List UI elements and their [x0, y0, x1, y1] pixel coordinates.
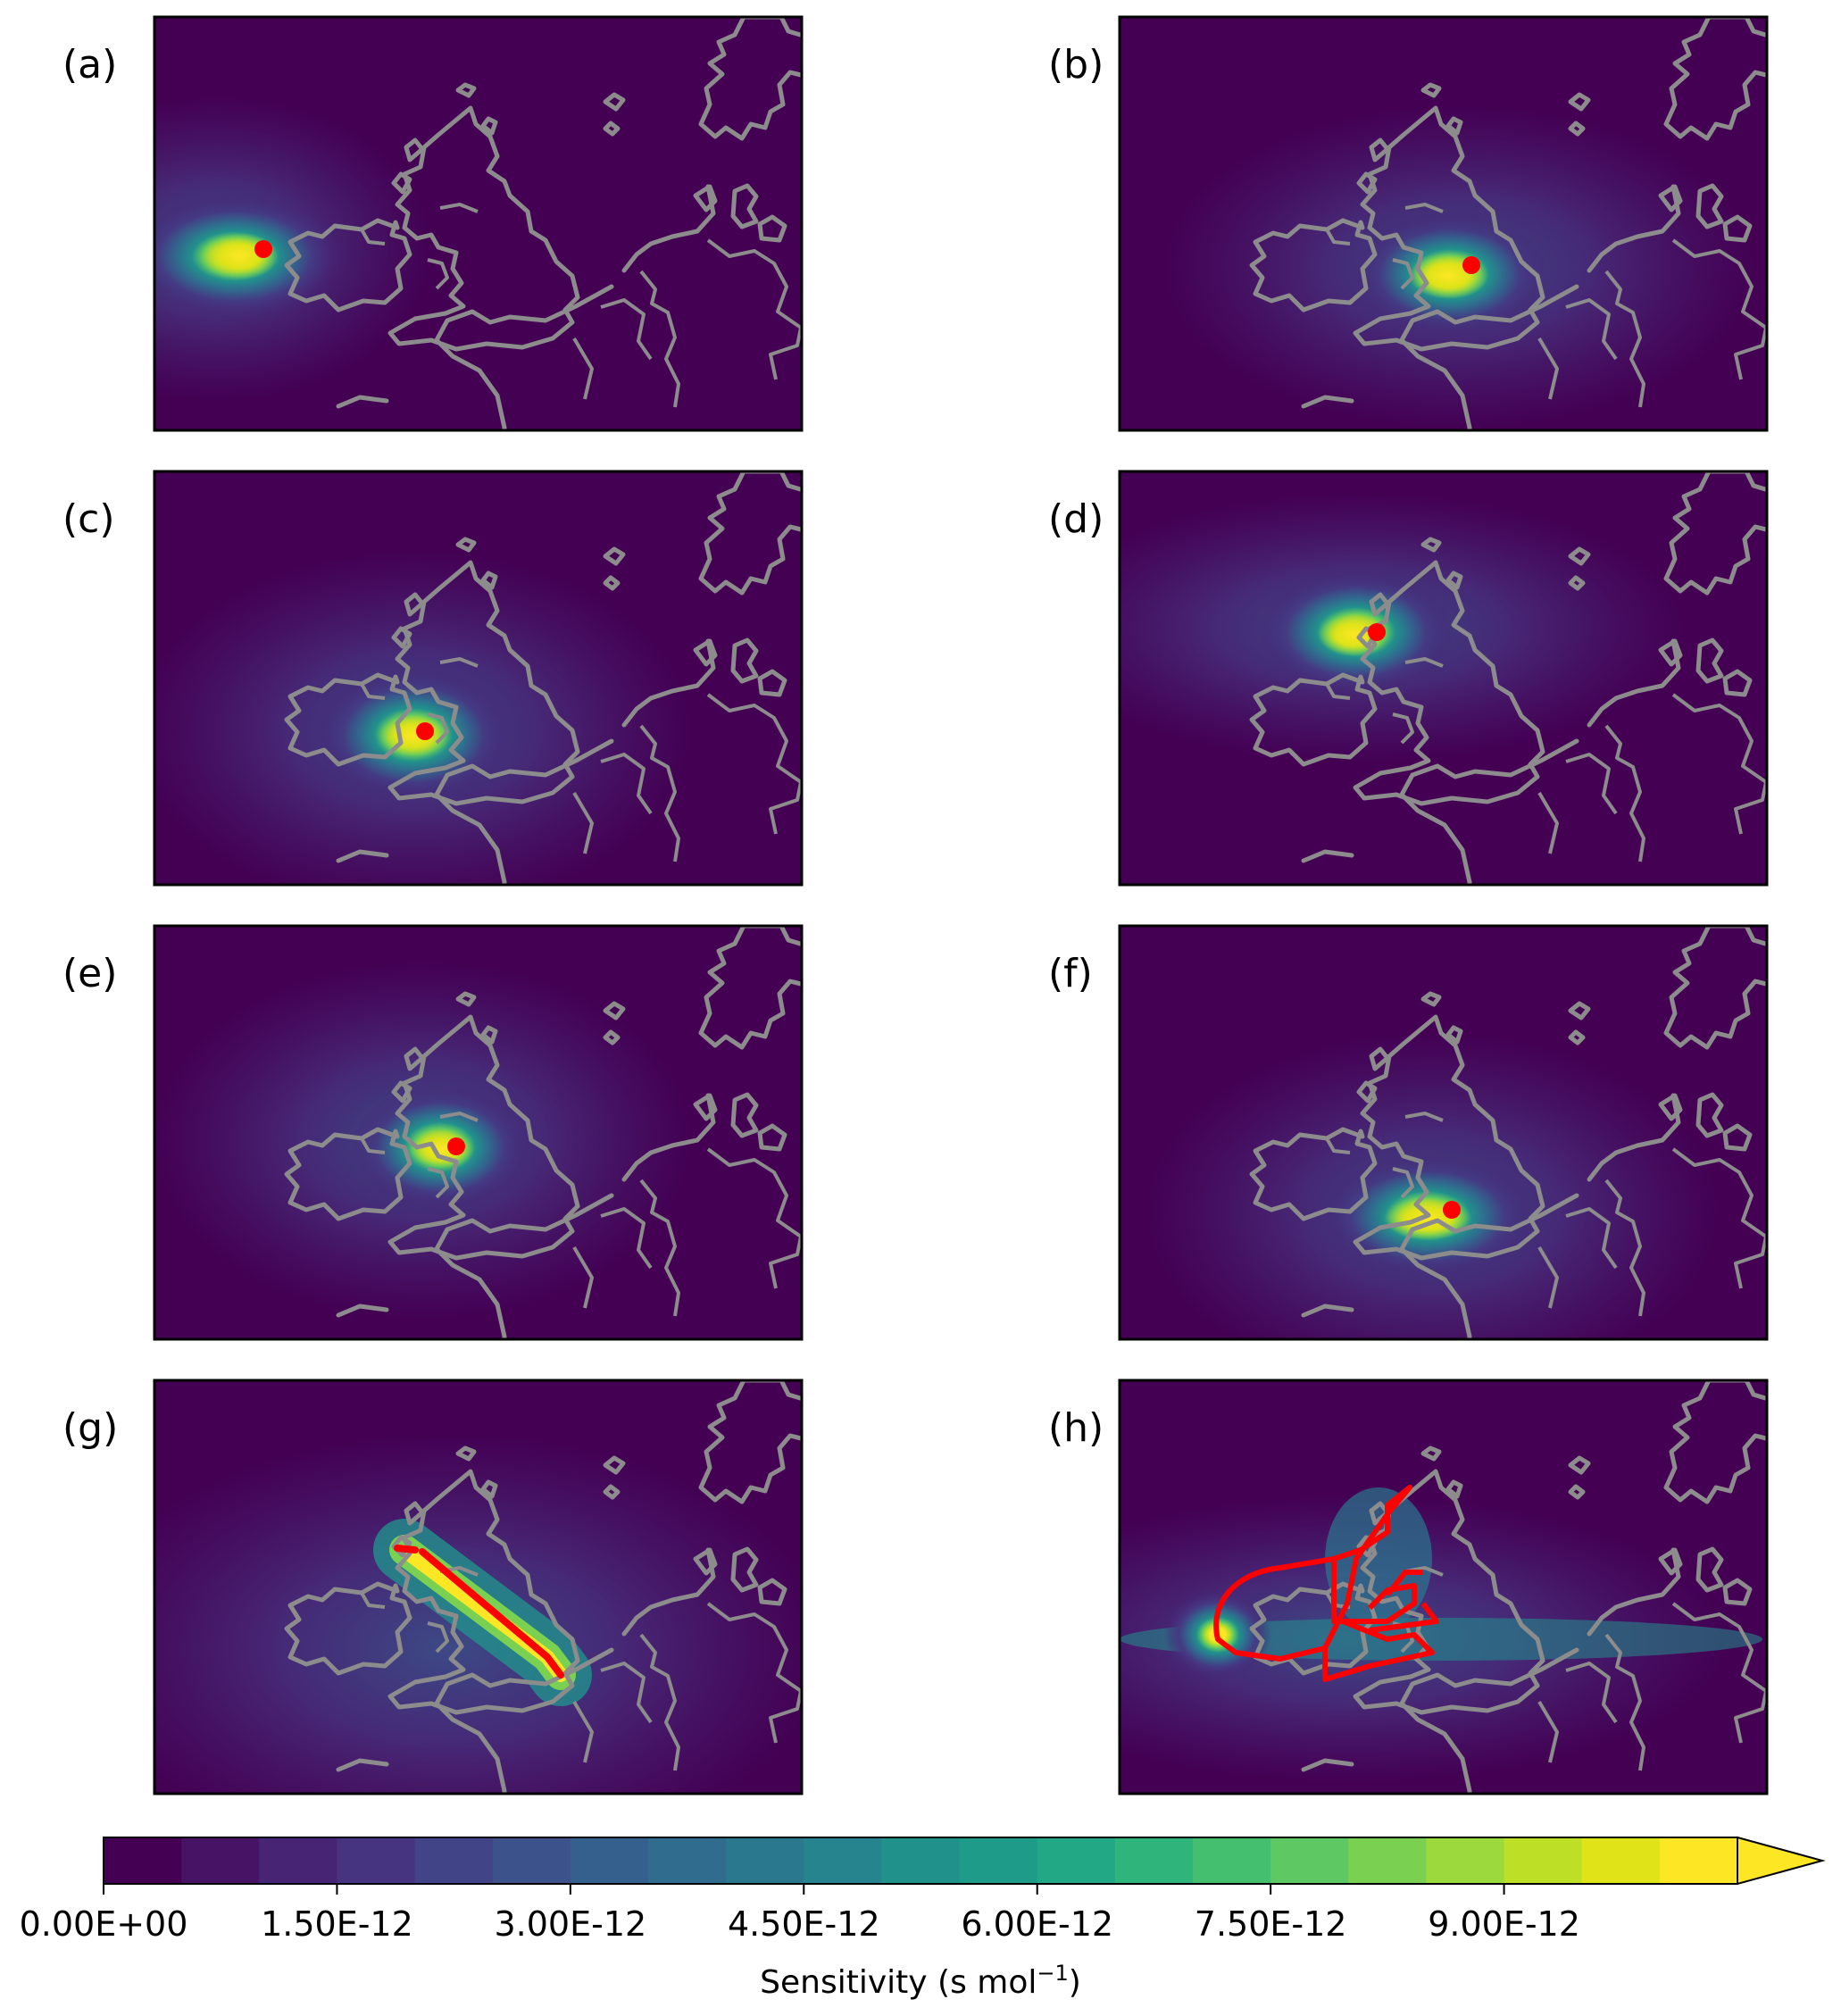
map-panel-e: (e)	[62, 924, 804, 1341]
sensitivity-band	[1120, 1618, 1762, 1661]
panel-label-f: (f)	[1048, 951, 1093, 996]
panel-label-b: (b)	[1048, 42, 1104, 87]
panel-label-e: (e)	[62, 951, 117, 996]
map-frame	[1118, 470, 1769, 887]
colorbar-segment	[1426, 1837, 1505, 1884]
map-panel-f: (f)	[1048, 924, 1769, 1341]
map-area-a	[154, 17, 802, 430]
map-area-b	[1120, 17, 1767, 430]
colorbar-segment	[414, 1837, 494, 1884]
sensitivity-core	[378, 714, 449, 757]
colorbar-segment	[1659, 1837, 1738, 1884]
panel-label-c: (c)	[62, 496, 115, 542]
colorbar-segment	[1270, 1837, 1349, 1884]
receptor-point	[416, 722, 434, 740]
colorbar-tick-label: 3.00E-12	[495, 1904, 647, 1944]
receptor-point	[1462, 256, 1480, 274]
colorbar-segment	[259, 1837, 338, 1884]
colorbar-segment	[1114, 1837, 1194, 1884]
colorbar-title-suffix: )	[1069, 1964, 1081, 2001]
map-frame	[153, 15, 804, 432]
colorbar-segment	[1581, 1837, 1661, 1884]
map-area-c	[154, 471, 802, 885]
map-frame	[153, 1379, 804, 1795]
colorbar-segment	[337, 1837, 416, 1884]
colorbar-title: Sensitivity (s mol−1)	[760, 1961, 1081, 2001]
panel-label-g: (g)	[62, 1405, 118, 1451]
receptor-point	[254, 240, 272, 258]
colorbar-segment	[959, 1837, 1038, 1884]
map-panel-b: (b)	[1048, 15, 1769, 432]
colorbar-tick-label: 9.00E-12	[1428, 1904, 1580, 1944]
map-panel-c: (c)	[62, 470, 804, 887]
map-frame	[1118, 924, 1769, 1341]
colorbar-segment	[181, 1837, 260, 1884]
map-frame	[1118, 15, 1769, 432]
receptor-point	[447, 1137, 465, 1155]
colorbar-extend-arrow	[1737, 1836, 1826, 1886]
colorbar-title-main: Sensitivity (s mol	[760, 1964, 1037, 2001]
map-area-h	[1120, 1380, 1767, 1794]
panel-grid: (a) (b) (c) (d) (e) (f) (g) (h)	[62, 15, 1769, 1795]
colorbar-segment	[1037, 1837, 1116, 1884]
map-frame	[153, 470, 804, 887]
map-panel-g: (g)	[62, 1379, 804, 1795]
map-area-d	[1120, 471, 1767, 885]
colorbar-ticks: 0.00E+00 1.50E-12 3.00E-12 4.50E-12 6.00E-12…	[20, 1884, 1580, 1944]
colorbar-title-superscript: −1	[1037, 1961, 1068, 1986]
map-area-g	[154, 1380, 802, 1794]
panel-label-d: (d)	[1048, 496, 1104, 542]
colorbar-tick-label: 1.50E-12	[261, 1904, 413, 1944]
map-panel-d: (d)	[1048, 470, 1769, 887]
colorbar-tick-label: 6.00E-12	[961, 1904, 1113, 1944]
colorbar-segments	[104, 1837, 1738, 1884]
flight-track	[1213, 1485, 1439, 1682]
receptor-point	[1368, 623, 1386, 641]
panel-label-a: (a)	[62, 42, 117, 87]
map-panel-a: (a)	[62, 15, 804, 432]
colorbar-tick-label: 7.50E-12	[1195, 1904, 1347, 1944]
colorbar-segment	[104, 1837, 182, 1884]
colorbar-segment	[648, 1837, 727, 1884]
colorbar-segment	[492, 1837, 571, 1884]
receptor-point	[1443, 1201, 1461, 1219]
map-frame	[1118, 1379, 1769, 1795]
colorbar-segment	[881, 1837, 961, 1884]
flight-track	[394, 1545, 564, 1679]
colorbar-tick-label: 0.00E+00	[20, 1904, 188, 1944]
colorbar-segment	[726, 1837, 804, 1884]
map-area-e	[154, 926, 802, 1339]
colorbar-tick-label: 4.50E-12	[728, 1904, 880, 1944]
map-frame	[153, 924, 804, 1341]
colorbar-segment	[1193, 1837, 1271, 1884]
map-area-f	[1120, 926, 1767, 1339]
colorbar: 0.00E+00 1.50E-12 3.00E-12 4.50E-12 6.00E-12…	[20, 1836, 1826, 2001]
sensitivity-core	[1383, 1197, 1472, 1240]
panel-label-h: (h)	[1048, 1405, 1104, 1451]
colorbar-segment	[1348, 1837, 1428, 1884]
colorbar-segment	[1504, 1837, 1583, 1884]
colorbar-frame	[103, 1837, 1738, 1885]
colorbar-segment	[804, 1837, 883, 1884]
map-panel-h: (h)	[1048, 1379, 1769, 1795]
colorbar-segment	[570, 1837, 649, 1884]
